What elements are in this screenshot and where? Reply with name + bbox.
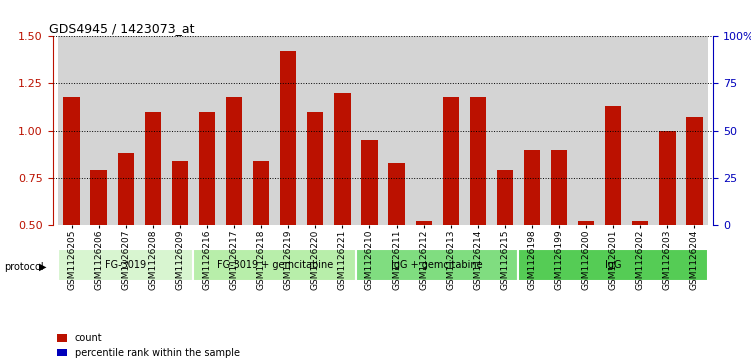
Bar xyxy=(361,140,378,225)
Bar xyxy=(194,36,221,225)
Text: GDS4945 / 1423073_at: GDS4945 / 1423073_at xyxy=(50,22,195,35)
Bar xyxy=(248,36,275,225)
Bar xyxy=(654,36,681,225)
Bar xyxy=(334,93,351,225)
Bar xyxy=(166,36,194,225)
Bar xyxy=(632,221,648,225)
Bar xyxy=(63,97,80,225)
Bar xyxy=(442,97,459,225)
Legend: count, percentile rank within the sample: count, percentile rank within the sample xyxy=(57,333,240,358)
Bar xyxy=(410,36,437,225)
Bar xyxy=(221,36,248,225)
Bar xyxy=(388,163,405,225)
Bar xyxy=(112,36,139,225)
Bar xyxy=(118,153,134,225)
Bar xyxy=(572,36,600,225)
Bar xyxy=(307,112,324,225)
Bar xyxy=(194,249,356,281)
Bar xyxy=(518,249,708,281)
Bar xyxy=(464,36,491,225)
Text: FG-3019 + gemcitabine: FG-3019 + gemcitabine xyxy=(216,260,333,270)
Bar xyxy=(627,36,654,225)
Bar xyxy=(496,170,513,225)
Bar xyxy=(491,36,518,225)
Bar xyxy=(172,161,188,225)
Bar xyxy=(356,36,383,225)
Bar xyxy=(600,36,627,225)
Bar xyxy=(302,36,329,225)
Bar xyxy=(659,131,676,225)
Bar xyxy=(437,36,464,225)
Bar xyxy=(58,36,85,225)
Bar xyxy=(85,36,112,225)
Bar xyxy=(329,36,356,225)
Bar xyxy=(280,52,297,225)
Text: ▶: ▶ xyxy=(39,262,47,272)
Bar xyxy=(551,150,567,225)
Bar xyxy=(253,161,270,225)
Bar xyxy=(275,36,302,225)
Bar xyxy=(383,36,410,225)
Text: FG-3019: FG-3019 xyxy=(105,260,146,270)
Bar xyxy=(145,112,161,225)
Bar xyxy=(139,36,166,225)
Bar xyxy=(681,36,708,225)
Bar xyxy=(545,36,572,225)
Bar xyxy=(226,97,242,225)
Text: IgG: IgG xyxy=(605,260,622,270)
Bar xyxy=(605,106,621,225)
Text: IgG + gemcitabine: IgG + gemcitabine xyxy=(391,260,483,270)
Bar xyxy=(199,112,215,225)
Bar xyxy=(469,97,486,225)
Bar xyxy=(356,249,518,281)
Bar xyxy=(524,150,540,225)
Bar xyxy=(518,36,545,225)
Bar xyxy=(415,221,432,225)
Bar xyxy=(578,221,594,225)
Bar xyxy=(686,118,703,225)
Bar xyxy=(90,170,107,225)
Text: protocol: protocol xyxy=(4,262,44,272)
Bar xyxy=(58,249,194,281)
